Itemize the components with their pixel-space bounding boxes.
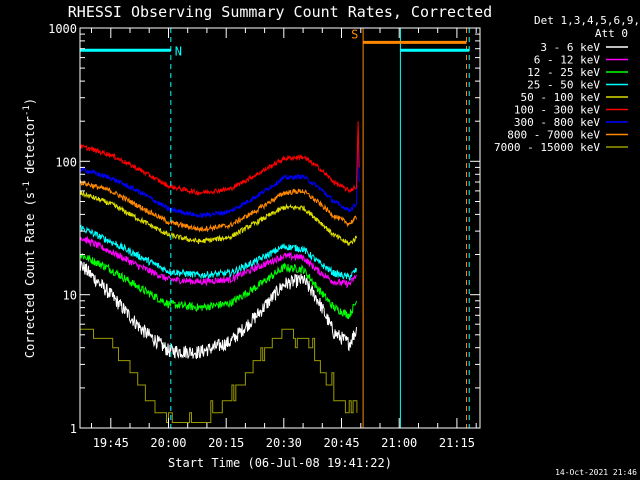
y-label-part1: Corrected Count Rate (s	[23, 192, 37, 358]
series-50-100kev	[79, 190, 357, 246]
x-tick-label: 21:15	[439, 436, 475, 450]
y-tick-label: 1000	[48, 22, 77, 36]
legend-label: 800 - 7000 keV	[507, 129, 600, 142]
y-tick-label: 1	[70, 422, 77, 436]
x-tick-label: 20:30	[266, 436, 302, 450]
state-label: N	[175, 44, 182, 58]
legend-header-line2: Att 0	[595, 27, 628, 40]
y-axis-ticks: 1 10 100 1000	[48, 22, 480, 436]
legend-header-line1: Det 1,3,4,5,6,9,	[534, 14, 640, 27]
x-tick-label: 21:00	[381, 436, 417, 450]
state-label: S	[351, 27, 358, 41]
series-3-6kev	[79, 261, 357, 360]
series-100-300kev	[79, 121, 360, 196]
legend-label: 6 - 12 keV	[534, 54, 601, 67]
x-tick-label: 20:15	[208, 436, 244, 450]
x-axis-ticks: 19:45 20:00 20:15 20:30 20:45 21:00 21:15	[91, 28, 477, 450]
x-axis-label: Start Time (06-Jul-08 19:41:22)	[168, 456, 392, 470]
series-12-25kev	[79, 252, 357, 319]
series-layer	[79, 121, 360, 423]
series-800-7000kev	[79, 179, 357, 233]
legend-label: 25 - 50 keV	[527, 79, 600, 92]
legend-label: 50 - 100 keV	[521, 91, 601, 104]
plot-frame	[79, 27, 481, 429]
legend-label: 100 - 300 keV	[514, 104, 600, 117]
y-axis-label: Corrected Count Rate (s-1 detector-1)	[22, 98, 37, 358]
y-label-sup1: -1	[22, 181, 32, 192]
x-tick-label: 20:00	[150, 436, 186, 450]
legend-label: 3 - 6 keV	[540, 41, 600, 54]
legend-label: 7000 - 15000 keV	[494, 141, 600, 154]
legend-label: 300 - 800 keV	[514, 116, 600, 129]
y-label-sup2: -1	[22, 105, 32, 116]
generated-timestamp: 14-Oct-2021 21:46	[555, 468, 637, 477]
series-7000-15000kev	[80, 328, 358, 423]
y-tick-label: 10	[63, 289, 77, 303]
x-tick-label: 20:45	[323, 436, 359, 450]
series-300-800kev	[79, 141, 360, 219]
state-annotations: NS	[80, 27, 470, 58]
series-6-12kev	[79, 236, 357, 289]
y-tick-label: 100	[55, 155, 77, 169]
legend-label: 12 - 25 keV	[527, 66, 600, 79]
y-label-part3: )	[23, 98, 37, 105]
x-tick-label: 19:45	[93, 436, 129, 450]
series-25-50kev	[79, 224, 357, 281]
chart-title: RHESSI Observing Summary Count Rates, Co…	[68, 3, 492, 21]
y-label-part2: detector	[23, 116, 37, 181]
